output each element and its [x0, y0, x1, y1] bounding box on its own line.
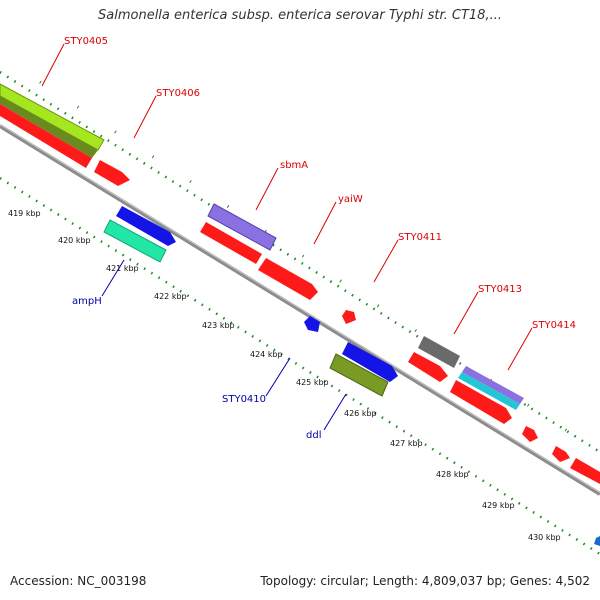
label-yaiW: yaiW	[338, 194, 363, 205]
gene-features	[0, 83, 600, 546]
kbp-label: 424 kbp	[250, 350, 283, 359]
label-sty0411: STY0411	[398, 232, 442, 243]
gene-red-413[interactable]	[408, 352, 448, 382]
gene-blue-425[interactable]	[342, 342, 398, 382]
gene-red-small-2[interactable]	[552, 446, 570, 462]
gene-red-edge[interactable]	[570, 458, 600, 484]
label-sty0413: STY0413	[478, 284, 522, 295]
label-sty0410: STY0410	[222, 394, 266, 405]
backbone-track	[0, 124, 600, 496]
gene-ddl[interactable]	[329, 353, 389, 397]
label-sty0405: STY0405	[64, 36, 108, 47]
gene-sty0411[interactable]	[342, 310, 356, 324]
kbp-label: 421 kbp	[106, 264, 139, 273]
gene-red-small-1[interactable]	[522, 426, 538, 442]
gene-sty0414-cyan[interactable]	[458, 372, 520, 410]
kbp-label: 420 kbp	[58, 236, 91, 245]
gene-sty0406[interactable]	[94, 160, 130, 186]
gene-blue-edge[interactable]	[594, 536, 600, 546]
kbp-label: 426 kbp	[344, 409, 377, 418]
kbp-label: 422 kbp	[154, 292, 187, 301]
label-ddl: ddl	[306, 430, 321, 441]
kbp-label: 428 kbp	[436, 470, 469, 479]
gene-yaiW[interactable]	[258, 258, 318, 300]
gene-blue-upper[interactable]	[116, 206, 176, 246]
kbp-label: 427 kbp	[390, 439, 423, 448]
label-ampH: ampH	[72, 296, 102, 307]
gene-red-1[interactable]	[0, 104, 92, 168]
label-sty0406: STY0406	[156, 88, 200, 99]
kbp-label: 423 kbp	[202, 321, 235, 330]
map-title: Salmonella enterica subsp. enterica sero…	[98, 8, 502, 23]
label-sty0414: STY0414	[532, 320, 576, 331]
accession-text: Accession: NC_003198	[10, 574, 147, 588]
gene-red-right[interactable]	[450, 380, 512, 424]
gene-sty0410[interactable]	[304, 316, 320, 332]
kbp-label: 429 kbp	[482, 501, 515, 510]
kbp-label: 419 kbp	[8, 209, 41, 218]
gene-sbmA[interactable]	[207, 203, 277, 251]
gene-red-sbmA[interactable]	[200, 222, 262, 264]
genome-info-text: Topology: circular; Length: 4,809,037 bp…	[260, 574, 590, 588]
label-sbmA: sbmA	[280, 160, 308, 171]
gene-sty0414-purple[interactable]	[462, 366, 524, 404]
label-leaders	[41, 43, 533, 371]
kbp-label: 430 kbp	[528, 533, 561, 542]
gene-ampH[interactable]	[103, 219, 167, 263]
gene-sty0413[interactable]	[418, 336, 460, 368]
kbp-scale: 419 kbp 420 kbp 421 kbp 422 kbp 423 kbp …	[8, 209, 561, 542]
kbp-label: 425 kbp	[296, 378, 329, 387]
label-leaders-blue	[101, 259, 347, 431]
gene-sty0405-olive[interactable]	[0, 96, 98, 158]
